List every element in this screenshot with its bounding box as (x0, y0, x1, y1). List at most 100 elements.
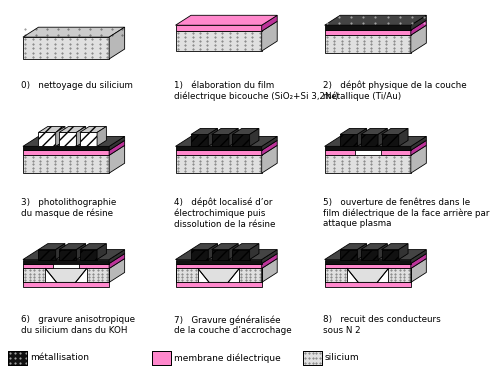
Polygon shape (208, 128, 217, 146)
Polygon shape (23, 282, 109, 287)
Polygon shape (80, 133, 97, 146)
Polygon shape (249, 128, 259, 146)
Polygon shape (109, 254, 124, 268)
Polygon shape (109, 140, 124, 155)
Polygon shape (175, 146, 261, 150)
Polygon shape (410, 145, 425, 173)
Polygon shape (109, 27, 124, 59)
Polygon shape (232, 135, 249, 146)
Polygon shape (23, 155, 109, 173)
Polygon shape (23, 146, 109, 150)
Polygon shape (109, 136, 124, 150)
Polygon shape (175, 25, 261, 31)
Polygon shape (23, 250, 124, 259)
Polygon shape (303, 351, 322, 365)
Polygon shape (360, 250, 377, 259)
Polygon shape (39, 133, 56, 146)
Polygon shape (87, 268, 109, 282)
Polygon shape (410, 140, 425, 155)
Polygon shape (39, 244, 65, 250)
Polygon shape (324, 136, 425, 146)
Polygon shape (410, 136, 425, 150)
Polygon shape (59, 133, 76, 146)
Polygon shape (324, 268, 346, 282)
Polygon shape (97, 126, 106, 146)
Polygon shape (357, 128, 366, 146)
Polygon shape (228, 128, 238, 146)
Polygon shape (175, 282, 261, 287)
Polygon shape (197, 268, 239, 282)
Polygon shape (340, 244, 366, 250)
Polygon shape (380, 150, 410, 155)
Polygon shape (175, 136, 277, 146)
Polygon shape (261, 140, 277, 155)
Polygon shape (211, 128, 238, 135)
Polygon shape (377, 244, 387, 259)
Polygon shape (175, 15, 277, 25)
Polygon shape (324, 259, 410, 264)
Polygon shape (23, 268, 45, 282)
Polygon shape (410, 259, 425, 282)
Polygon shape (175, 268, 197, 282)
Polygon shape (175, 250, 277, 259)
Polygon shape (211, 135, 228, 146)
Polygon shape (324, 146, 410, 150)
Text: membrane diélectrique: membrane diélectrique (173, 353, 280, 363)
Polygon shape (340, 250, 357, 259)
Polygon shape (261, 254, 277, 268)
Polygon shape (191, 128, 217, 135)
Text: 4)   dépôt localisé d’or
électrochimique puis
dissolution de la résine: 4) dépôt localisé d’or électrochimique p… (173, 198, 275, 229)
Polygon shape (23, 259, 109, 264)
Polygon shape (346, 268, 388, 282)
Polygon shape (109, 145, 124, 173)
Polygon shape (80, 250, 97, 259)
Polygon shape (191, 244, 217, 250)
Polygon shape (232, 250, 249, 259)
Polygon shape (388, 268, 410, 282)
Polygon shape (324, 35, 410, 53)
Polygon shape (23, 27, 124, 37)
Polygon shape (324, 15, 425, 25)
Polygon shape (175, 31, 261, 51)
Polygon shape (324, 250, 425, 259)
Polygon shape (340, 128, 366, 135)
Polygon shape (381, 135, 398, 146)
Polygon shape (410, 250, 425, 264)
Polygon shape (97, 244, 106, 259)
Text: 5)   ouverture de fenêtres dans le
film diélectrique de la face arrière par
atta: 5) ouverture de fenêtres dans le film di… (322, 198, 488, 229)
Polygon shape (45, 268, 87, 282)
Text: 7)   Gravure généralisée
de la couche d’accrochage: 7) Gravure généralisée de la couche d’ac… (173, 315, 291, 335)
Polygon shape (23, 264, 53, 268)
Polygon shape (23, 150, 109, 155)
Polygon shape (76, 244, 86, 259)
Polygon shape (228, 244, 238, 259)
Polygon shape (232, 128, 259, 135)
Polygon shape (109, 250, 124, 264)
Polygon shape (410, 254, 425, 268)
Polygon shape (261, 259, 277, 282)
Polygon shape (381, 244, 407, 250)
Text: 1)   élaboration du film
diélectrique bicouche (SiO₂+Si 3,2N₄): 1) élaboration du film diélectrique bico… (173, 81, 338, 101)
Text: 2)   dépôt physique de la couche
métallique (Ti/Au): 2) dépôt physique de la couche métalliqu… (322, 81, 465, 101)
Polygon shape (175, 150, 261, 155)
Polygon shape (381, 128, 407, 135)
Polygon shape (191, 135, 208, 146)
Text: 6)   gravure anisotropique
du silicium dans du KOH: 6) gravure anisotropique du silicium dan… (21, 315, 135, 335)
Polygon shape (59, 126, 86, 133)
Polygon shape (80, 126, 106, 133)
Polygon shape (324, 150, 354, 155)
Polygon shape (175, 264, 261, 268)
Polygon shape (23, 37, 109, 59)
Polygon shape (59, 250, 76, 259)
Polygon shape (357, 244, 366, 259)
Polygon shape (324, 264, 410, 268)
Polygon shape (381, 250, 398, 259)
Polygon shape (9, 351, 27, 365)
Polygon shape (398, 128, 407, 146)
Polygon shape (324, 25, 410, 30)
Polygon shape (249, 244, 259, 259)
Polygon shape (59, 244, 86, 250)
Polygon shape (56, 126, 65, 146)
Polygon shape (39, 250, 56, 259)
Polygon shape (211, 244, 238, 250)
